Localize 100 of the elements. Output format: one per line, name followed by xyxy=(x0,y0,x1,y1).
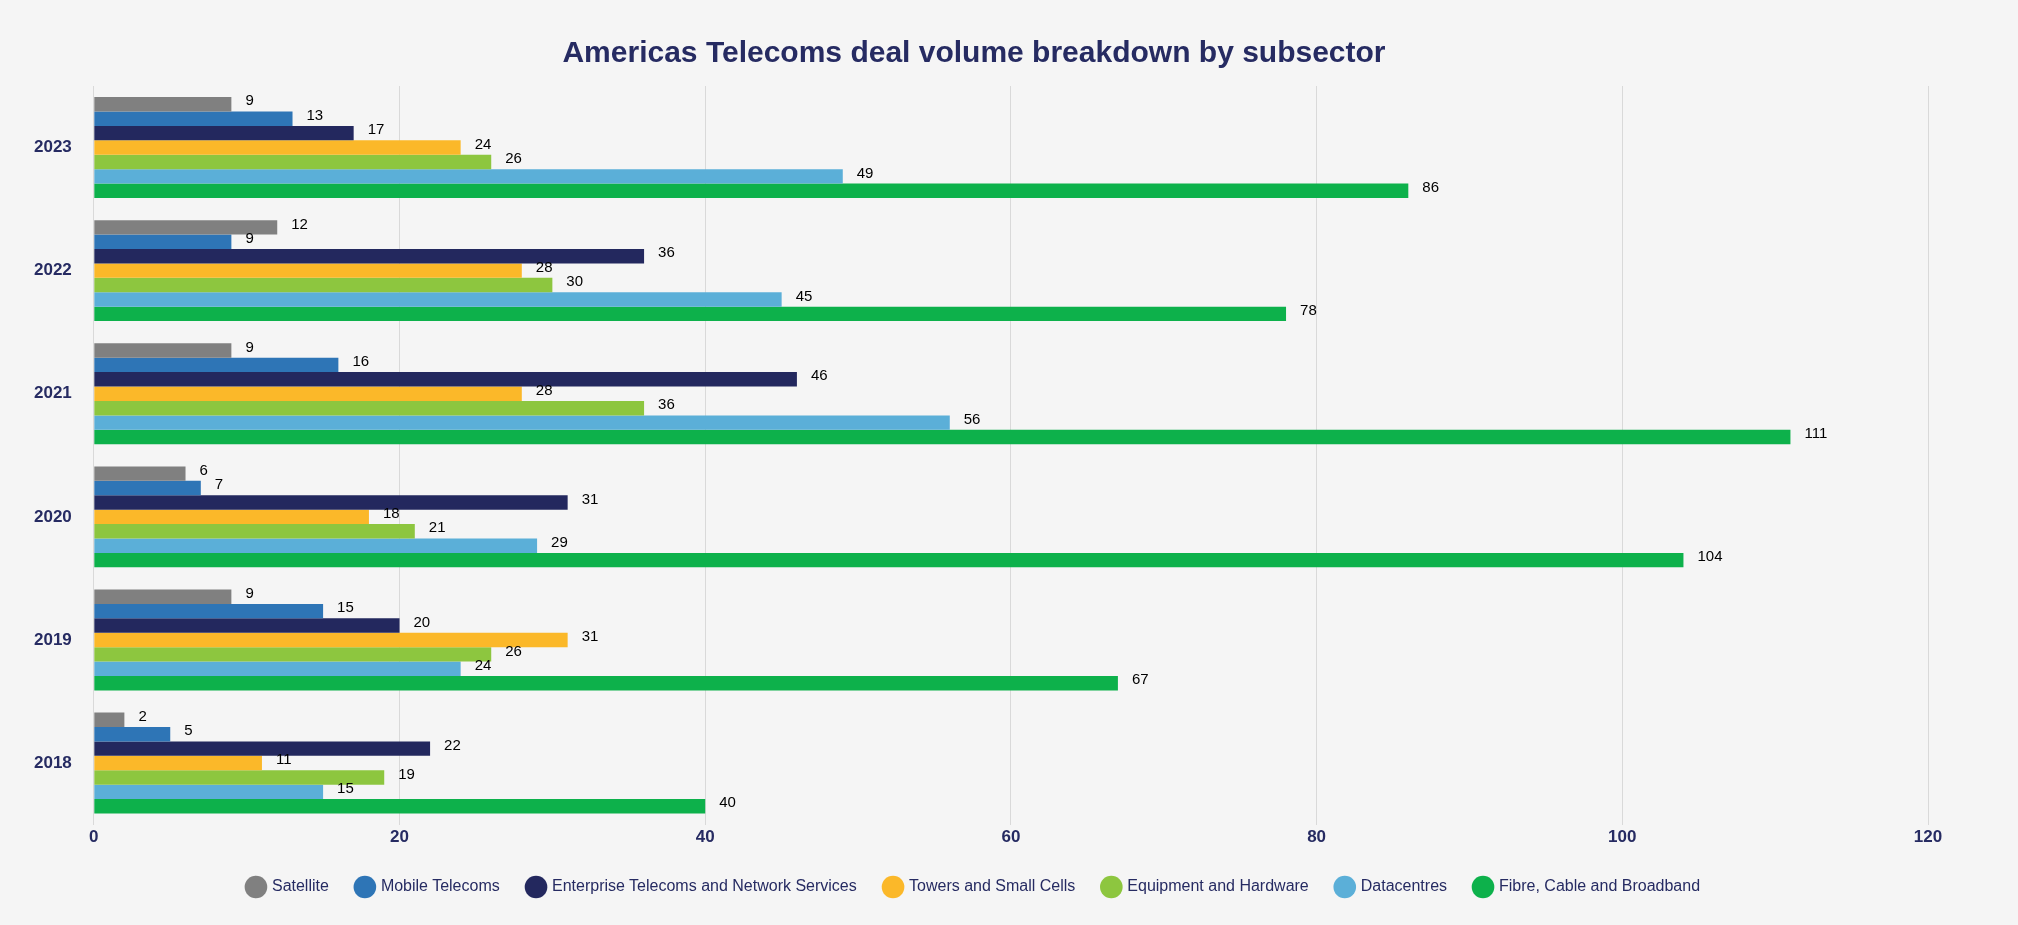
bar xyxy=(94,618,400,633)
bar xyxy=(94,676,1118,691)
data-label: 24 xyxy=(474,134,492,152)
bar xyxy=(94,770,385,785)
data-label: 40 xyxy=(719,793,736,811)
data-label: 24 xyxy=(474,655,492,673)
x-tick-label: 60 xyxy=(1001,827,1021,847)
bar xyxy=(94,661,461,676)
data-label: 13 xyxy=(306,105,324,123)
bar xyxy=(94,220,278,235)
bar xyxy=(94,306,1287,322)
x-tick-label: 20 xyxy=(390,827,409,847)
bar xyxy=(94,603,324,619)
data-label: 31 xyxy=(581,627,599,645)
bar xyxy=(94,538,538,553)
data-label: 56 xyxy=(963,409,981,427)
y-tick-label: 2022 xyxy=(33,260,72,280)
data-label: 67 xyxy=(1131,670,1149,688)
bar xyxy=(94,589,232,604)
x-tick-label: 120 xyxy=(1913,827,1943,847)
y-tick-label: 2021 xyxy=(33,383,72,403)
bar xyxy=(94,140,461,155)
bar xyxy=(94,125,354,141)
data-label: 5 xyxy=(184,721,193,739)
data-label: 16 xyxy=(352,352,370,370)
bar xyxy=(94,509,369,525)
data-label: 26 xyxy=(505,149,522,167)
bar xyxy=(94,632,568,648)
data-label: 86 xyxy=(1422,177,1439,195)
bar xyxy=(94,277,553,293)
data-label: 30 xyxy=(566,272,584,290)
x-tick-label: 40 xyxy=(695,827,715,847)
bar xyxy=(94,755,262,771)
data-label: 7 xyxy=(214,475,224,493)
data-label: 9 xyxy=(245,91,254,109)
data-label: 2 xyxy=(138,706,147,724)
data-label: 111 xyxy=(1804,424,1828,442)
data-label: 9 xyxy=(245,337,254,355)
data-label: 78 xyxy=(1300,301,1317,319)
bar xyxy=(94,495,568,510)
legend-label: Enterprise Telecoms and Network Services xyxy=(552,877,857,895)
data-label: 36 xyxy=(658,243,675,261)
bar xyxy=(94,111,293,126)
data-label: 21 xyxy=(428,518,446,536)
bar xyxy=(94,799,706,814)
bar xyxy=(94,263,522,278)
data-label: 20 xyxy=(413,612,431,630)
data-label: 46 xyxy=(810,366,828,384)
x-tick-label: 100 xyxy=(1608,827,1637,847)
bar xyxy=(94,727,171,742)
bar xyxy=(94,784,324,800)
data-label: 9 xyxy=(245,583,254,601)
x-tick-label: 0 xyxy=(89,827,99,847)
data-label: 45 xyxy=(795,286,813,304)
data-label: 26 xyxy=(505,641,522,659)
data-label: 104 xyxy=(1697,547,1723,565)
data-label: 9 xyxy=(245,228,254,246)
bar xyxy=(94,480,201,496)
legend-label: Satellite xyxy=(271,877,329,895)
data-label: 28 xyxy=(535,380,553,398)
data-label: 49 xyxy=(856,163,874,181)
bar xyxy=(94,712,125,727)
y-tick-label: 2019 xyxy=(33,629,72,649)
bar xyxy=(94,647,492,662)
bar xyxy=(94,386,522,401)
y-tick-label: 2023 xyxy=(33,137,72,157)
data-label: 17 xyxy=(367,120,385,138)
bar xyxy=(94,292,782,307)
bar xyxy=(94,97,232,112)
chart-title: Americas Telecoms deal volume breakdown by subsector xyxy=(562,35,1386,69)
bar xyxy=(94,372,797,387)
x-tick-label: 80 xyxy=(1307,827,1327,847)
bar xyxy=(94,466,186,481)
bar xyxy=(94,343,232,358)
bar xyxy=(94,183,1409,199)
legend-label: Fibre, Cable and Broadband xyxy=(1499,877,1701,895)
legend-label: Equipment and Hardware xyxy=(1127,877,1309,895)
bar xyxy=(94,154,492,170)
legend-label: Datacentres xyxy=(1360,877,1448,895)
data-label: 31 xyxy=(581,489,599,507)
y-tick-label: 2020 xyxy=(33,506,72,526)
data-label: 15 xyxy=(337,598,354,616)
data-label: 19 xyxy=(398,764,415,782)
data-label: 28 xyxy=(535,257,553,275)
y-tick-label: 2018 xyxy=(33,752,72,772)
data-label: 22 xyxy=(444,735,461,753)
data-label: 6 xyxy=(199,460,208,478)
bar xyxy=(94,429,1791,445)
bar xyxy=(94,169,843,184)
data-label: 36 xyxy=(658,395,675,413)
bar xyxy=(94,357,339,373)
data-label: 12 xyxy=(291,214,308,232)
legend-label: Towers and Small Cells xyxy=(909,877,1076,895)
bar xyxy=(94,234,232,250)
data-label: 29 xyxy=(551,532,568,550)
legend-label: Mobile Telecoms xyxy=(380,877,500,895)
bar xyxy=(94,400,645,416)
bar xyxy=(94,741,431,756)
bar xyxy=(94,249,645,264)
bar xyxy=(94,524,415,539)
